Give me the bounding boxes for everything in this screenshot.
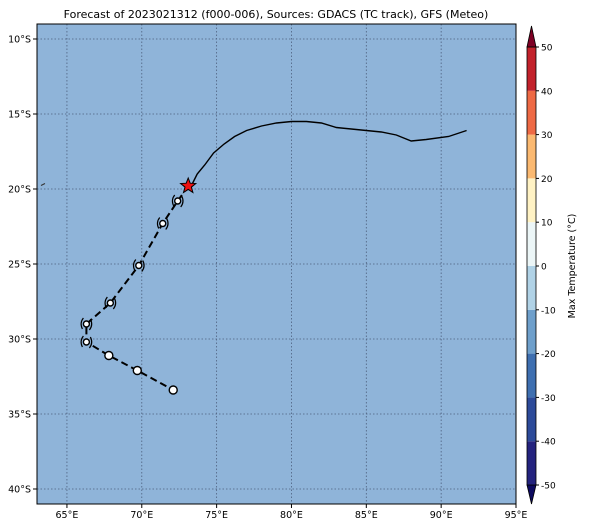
x-tick-label: 95°E <box>505 510 528 521</box>
colorbar-bands <box>526 25 537 505</box>
cyclone-symbol <box>104 296 117 310</box>
colorbar-band <box>527 309 536 354</box>
forecast-track-line <box>85 185 190 391</box>
figure-title: Forecast of 2023021312 (f000-006), Sourc… <box>64 8 489 21</box>
x-tick-label: 75°E <box>205 510 228 521</box>
colorbar-extend-min <box>526 484 537 505</box>
low-symbol <box>168 385 178 395</box>
colorbar-band <box>527 222 536 266</box>
low-symbol <box>132 365 142 376</box>
colorbar-band <box>527 441 536 485</box>
small-mark <box>40 183 46 186</box>
colorbar-band <box>527 90 536 135</box>
colorbar-tick-label: -20 <box>541 350 556 360</box>
colorbar-band <box>527 47 536 91</box>
cyclone-symbol <box>80 317 93 331</box>
x-tick-label: 70°E <box>130 510 153 521</box>
x-tick-label: 85°E <box>355 510 378 521</box>
x-tick-label: 65°E <box>56 510 79 521</box>
map-frame <box>36 23 517 505</box>
low-symbol <box>104 350 114 361</box>
cyclone-symbol <box>156 217 169 230</box>
observed-track-line <box>190 120 467 187</box>
colorbar: 50 40 30 20 10 0 -10 -20 -30 -40 -50 Max Temperatu… <box>526 25 578 505</box>
colorbar-tick-label: 0 <box>541 263 547 273</box>
colorbar-band <box>527 178 536 223</box>
gridlines <box>37 24 516 504</box>
colorbar-band <box>527 397 536 442</box>
y-tick-label: 15°S <box>8 110 31 121</box>
y-axis-ticks: 10°S 15°S 20°S 25°S 30°S 35°S 40°S <box>8 35 37 496</box>
cyclone-symbol <box>171 194 184 208</box>
x-tick-label: 90°E <box>430 510 453 521</box>
x-axis-ticks: 65°E 70°E 75°E 80°E 85°E 90°E 95°E <box>56 504 528 521</box>
map-panel: 65°E 70°E 75°E 80°E 85°E 90°E 95°E 10°S 15°S 20°… <box>8 23 528 521</box>
colorbar-tick-label: -30 <box>541 394 556 404</box>
cyclone-symbol <box>132 259 145 272</box>
colorbar-tick-label: 30 <box>541 131 553 141</box>
colorbar-tick-label: 10 <box>541 219 553 229</box>
y-tick-label: 10°S <box>8 35 31 46</box>
y-tick-label: 30°S <box>8 335 31 346</box>
cyclone-tracks <box>40 120 467 395</box>
colorbar-tick-label: -50 <box>541 482 556 492</box>
colorbar-extend-max <box>526 25 537 48</box>
colorbar-tick-label: 40 <box>541 87 553 97</box>
colorbar-band <box>527 134 536 179</box>
y-tick-label: 40°S <box>8 485 31 496</box>
colorbar-tick-label: 20 <box>541 175 553 185</box>
x-tick-label: 80°E <box>280 510 303 521</box>
current-position-star <box>179 176 198 194</box>
colorbar-ticks: 50 40 30 20 10 0 -10 -20 -30 -40 -50 <box>536 44 556 492</box>
colorbar-tick-label: -40 <box>541 438 556 448</box>
y-tick-label: 20°S <box>8 185 31 196</box>
colorbar-tick-label: 50 <box>541 44 553 54</box>
colorbar-band <box>527 266 536 310</box>
colorbar-tick-label: -10 <box>541 306 556 316</box>
colorbar-band <box>527 353 536 398</box>
y-tick-label: 35°S <box>8 410 31 421</box>
y-tick-label: 25°S <box>8 260 31 271</box>
cyclone-symbol <box>80 335 93 349</box>
colorbar-label: Max Temperature (°C) <box>567 214 578 319</box>
